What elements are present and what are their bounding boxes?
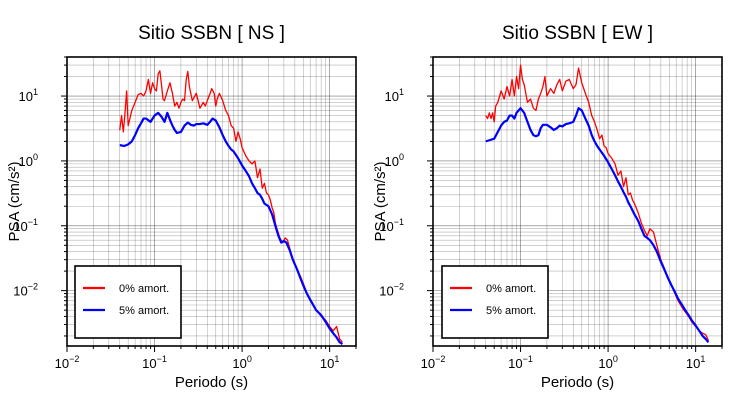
y-axis-label: PSA (cm/s²)	[6, 161, 23, 241]
grid	[66, 56, 357, 346]
y-tick-label: 10−1	[379, 217, 404, 234]
y-tick-label: 10−1	[13, 217, 38, 234]
legend-label: 5% amort.	[486, 305, 536, 317]
y-tick-label: 100	[19, 152, 38, 169]
series-line-damped	[485, 107, 710, 343]
axis-ticks	[61, 56, 357, 352]
axis-ticks	[427, 56, 723, 352]
legend-label: 5% amort.	[119, 305, 169, 317]
y-tick-label: 101	[385, 87, 404, 104]
x-axis-label: Periodo (s)	[175, 374, 248, 391]
x-tick-label: 10−1	[508, 354, 533, 371]
chart-title: Sitio SSBN [ EW ]	[502, 23, 653, 44]
y-tick-label: 101	[19, 87, 38, 104]
chart-panel-0: 10−2 10−1 100 101 10−2 10−1 100 101 Sitio SSBN […	[6, 23, 357, 391]
y-tick-label: 100	[385, 152, 404, 169]
y-axis-label: PSA (cm/s²)	[372, 161, 389, 241]
x-tick-label: 101	[686, 354, 705, 371]
y-tick-label: 10−2	[379, 282, 404, 299]
legend: 0% amort. 5% amort.	[441, 265, 549, 339]
y-tick-label: 10−2	[13, 282, 38, 299]
legend-box	[74, 265, 182, 339]
x-tick-label: 101	[320, 354, 339, 371]
plot-frame	[66, 56, 357, 347]
legend: 0% amort. 5% amort.	[74, 265, 182, 339]
x-tick-label: 100	[232, 354, 251, 371]
legend-box	[441, 265, 549, 339]
x-tick-label: 10−2	[55, 354, 80, 371]
legend-label: 0% amort.	[119, 283, 169, 295]
series-line-damped	[119, 111, 344, 345]
chart-panel-1: 10−2 10−1 100 101 10−2 10−1 100 101 Sitio SSBN […	[372, 23, 723, 391]
x-tick-label: 10−2	[421, 354, 446, 371]
x-tick-label: 10−1	[142, 354, 167, 371]
legend-label: 0% amort.	[486, 283, 536, 295]
chart-title: Sitio SSBN [ NS ]	[138, 23, 285, 44]
plot-frame	[432, 56, 723, 347]
x-tick-label: 100	[598, 354, 617, 371]
x-axis-label: Periodo (s)	[541, 374, 614, 391]
